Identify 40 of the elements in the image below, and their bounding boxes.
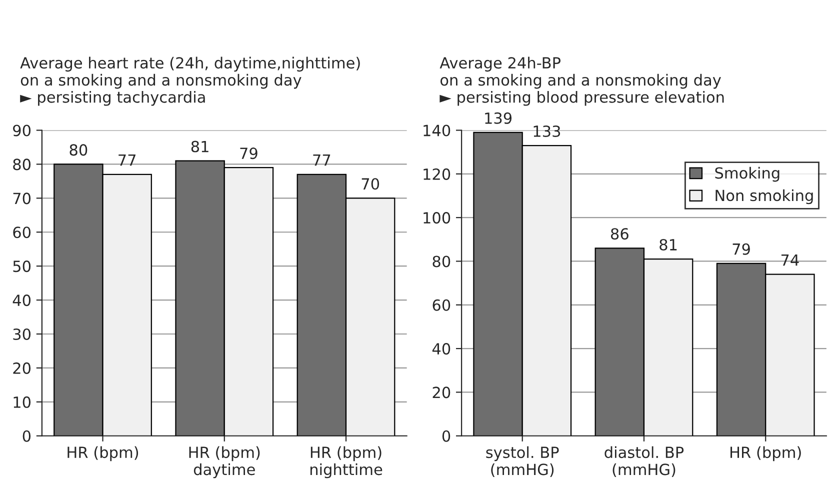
chart-title: Average heart rate (24h, daytime,nighttime) on a smoking and a nonsmoking day ► persisting tachycardia [20,56,360,106]
x-tick-label: HR (bpm) nighttime [310,446,382,478]
data-label: 81 [191,140,208,152]
legend-label: Smoking [715,166,780,182]
y-tick-label: 20 [13,362,31,374]
x-tick-label: HR (bpm) [68,446,138,462]
y-tick-label: 50 [13,260,31,272]
y-tick-label: 140 [424,124,450,136]
data-label: 80 [70,144,88,156]
data-label: 139 [485,112,512,124]
y-tick-label: 0 [442,430,450,442]
chart-title: Average 24h-BP on a smoking and a nonsmoking day ► persisting blood pressure elevation [440,56,724,106]
y-tick-label: 60 [13,226,31,238]
data-label: 77 [118,154,136,166]
y-tick-label: 60 [432,299,450,311]
y-tick-label: 40 [12,294,31,306]
legend-label: Non smoking [716,189,813,204]
y-tick-label: 10 [14,396,31,408]
x-tick-label: HR (bpm) daytime [189,446,260,478]
y-tick-label: 80 [432,256,450,268]
y-tick-label: 30 [13,328,31,340]
y-tick-label: 20 [432,386,450,398]
y-tick-label: 0 [22,430,31,442]
data-label: 79 [732,243,750,255]
data-label: 81 [660,238,677,251]
x-tick-label: systol. BP (mmHG) [486,446,559,478]
data-label: 70 [362,178,380,190]
data-label: 74 [781,254,799,266]
y-tick-label: 120 [424,168,450,180]
x-tick-label: HR (bpm) [730,446,801,462]
data-label: 86 [610,228,628,240]
data-label: 77 [313,154,330,166]
y-tick-label: 70 [13,192,31,204]
y-tick-label: 100 [424,212,450,224]
data-label: 133 [534,125,560,138]
y-tick-label: 40 [432,343,450,355]
y-tick-label: 90 [13,124,31,136]
y-tick-label: 80 [13,158,31,170]
x-tick-label: diastol. BP (mmHG) [604,446,684,478]
data-label: 79 [240,148,258,160]
